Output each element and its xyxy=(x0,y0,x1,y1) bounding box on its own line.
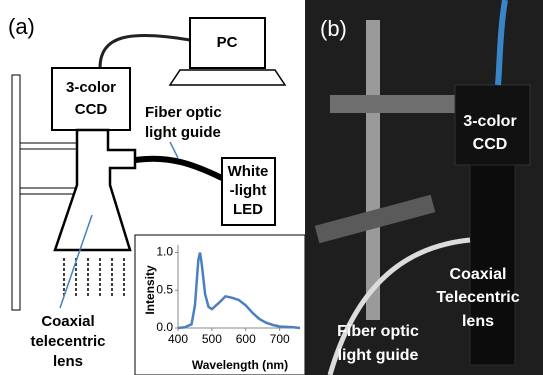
pc-label: PC xyxy=(217,34,238,51)
lens-label: lens xyxy=(462,313,494,330)
keyboard xyxy=(170,70,285,85)
ccd-label: CCD xyxy=(75,101,108,118)
x-tick-label: 600 xyxy=(236,332,256,346)
lens-label: Telecentric xyxy=(436,289,519,306)
ccd-box xyxy=(52,68,130,130)
figure: (a) PC 3-color CCD Fiber optic light gui… xyxy=(0,0,543,375)
x-tick-label: 400 xyxy=(168,332,188,346)
photo-arm xyxy=(330,95,470,113)
fiber-label: Fiber optic xyxy=(337,323,419,340)
fiber-label: Fiber optic xyxy=(145,104,222,121)
ccd-label: CCD xyxy=(473,136,508,153)
x-axis-label: Wavelength (nm) xyxy=(192,358,288,372)
wall xyxy=(12,75,20,310)
panel-label: (b) xyxy=(320,16,347,41)
fiber-label: light guide xyxy=(338,347,419,364)
x-tick-label: 700 xyxy=(270,332,290,346)
page: (a) PC 3-color CCD Fiber optic light gui… xyxy=(0,0,543,375)
led-label: White xyxy=(228,163,269,180)
y-tick-label: 0.5 xyxy=(156,282,173,296)
y-axis-label: Intensity xyxy=(143,265,157,315)
bracket xyxy=(20,143,77,149)
lens-label: telecentric xyxy=(30,333,105,350)
panel-label: (a) xyxy=(8,14,35,39)
lens-label: Coaxial xyxy=(41,313,94,330)
lens-label: Coaxial xyxy=(450,266,507,283)
led-label: LED xyxy=(233,201,263,218)
lens-label: lens xyxy=(53,353,83,370)
y-tick-label: 1.0 xyxy=(156,245,173,259)
ccd-label: 3-color xyxy=(463,113,516,130)
bracket xyxy=(20,188,77,194)
x-tick-label: 500 xyxy=(202,332,222,346)
photo-lens xyxy=(470,165,515,365)
ccd-label: 3-color xyxy=(66,79,116,96)
led-label: -light xyxy=(230,182,267,199)
fiber-label: light guide xyxy=(145,124,221,141)
photo-rod xyxy=(366,20,380,320)
